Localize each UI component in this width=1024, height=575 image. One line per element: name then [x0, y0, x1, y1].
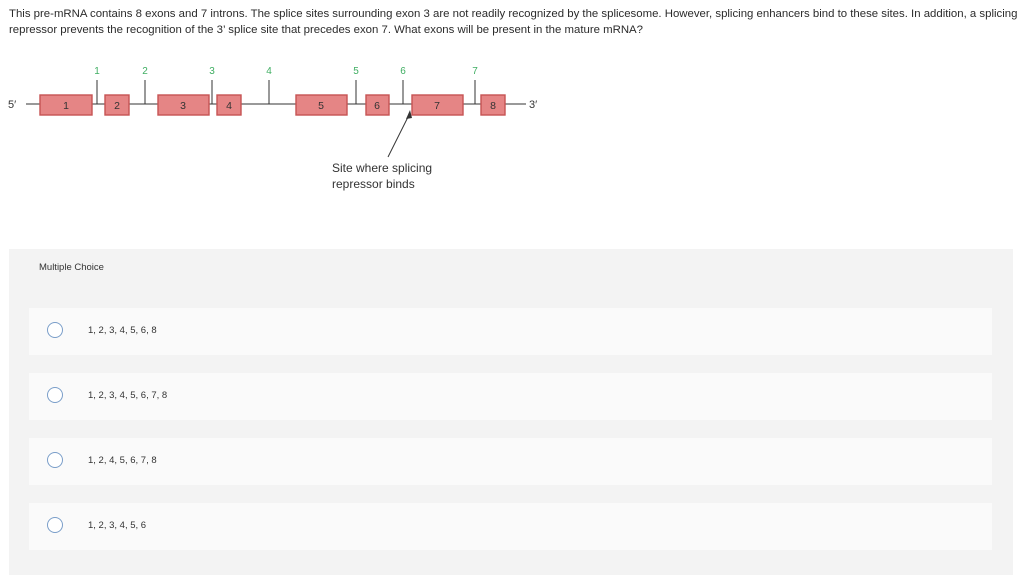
exon-label-3: 3	[180, 100, 186, 112]
pre-mrna-diagram: 5′ 3′ 1 2 3 4 5 6 7 1 2 3 4 5	[8, 66, 537, 191]
exon-label-8: 8	[490, 100, 496, 112]
exon-box-8	[480, 94, 506, 116]
exon-label-1: 1	[63, 100, 69, 112]
radio-icon[interactable]	[47, 322, 63, 338]
intron-number-7: 7	[472, 66, 478, 77]
exon-label-5: 5	[318, 100, 324, 112]
intron-number-2: 2	[142, 66, 148, 77]
exon-label-4: 4	[226, 100, 232, 112]
exon-label-6: 6	[374, 100, 380, 112]
intron-number-6: 6	[400, 66, 406, 77]
annotation-arrow-head	[406, 110, 412, 119]
exon-box-3	[157, 94, 210, 116]
option-4[interactable]: 1, 2, 3, 4, 5, 6	[29, 503, 992, 550]
exon-box-4	[216, 94, 242, 116]
intron-number-5: 5	[353, 66, 359, 77]
multiple-choice-section: Multiple Choice 1, 2, 3, 4, 5, 6, 8 1, 2…	[9, 249, 1013, 575]
option-1[interactable]: 1, 2, 3, 4, 5, 6, 8	[29, 308, 992, 355]
radio-icon[interactable]	[47, 452, 63, 468]
exon-box-7	[411, 94, 464, 116]
five-prime-label: 5′	[8, 99, 16, 111]
exon-box-6	[365, 94, 390, 116]
option-2[interactable]: 1, 2, 3, 4, 5, 6, 7, 8	[29, 373, 992, 420]
exon-box-1	[39, 94, 93, 116]
exon-label-7: 7	[434, 100, 440, 112]
exon-box-2	[104, 94, 130, 116]
exon-label-2: 2	[114, 100, 120, 112]
option-label: 1, 2, 3, 4, 5, 6	[88, 520, 147, 531]
intron-number-4: 4	[266, 66, 272, 77]
intron-ticks	[96, 80, 476, 104]
three-prime-label: 3′	[529, 99, 537, 111]
question-text: This pre-mRNA contains 8 exons and 7 int…	[9, 8, 1018, 36]
option-label: 1, 2, 3, 4, 5, 6, 8	[88, 325, 157, 336]
option-3[interactable]: 1, 2, 4, 5, 6, 7, 8	[29, 438, 992, 485]
radio-icon[interactable]	[47, 387, 63, 403]
option-label: 1, 2, 3, 4, 5, 6, 7, 8	[88, 390, 168, 401]
multiple-choice-title: Multiple Choice	[39, 262, 104, 273]
annotation-text: Site where splicing repressor binds	[332, 161, 433, 191]
option-label: 1, 2, 4, 5, 6, 7, 8	[88, 455, 157, 466]
intron-number-3: 3	[209, 66, 215, 77]
intron-number-1: 1	[94, 66, 100, 77]
radio-icon[interactable]	[47, 517, 63, 533]
annotation-arrow-line	[387, 112, 411, 158]
exon-box-5	[295, 94, 348, 116]
